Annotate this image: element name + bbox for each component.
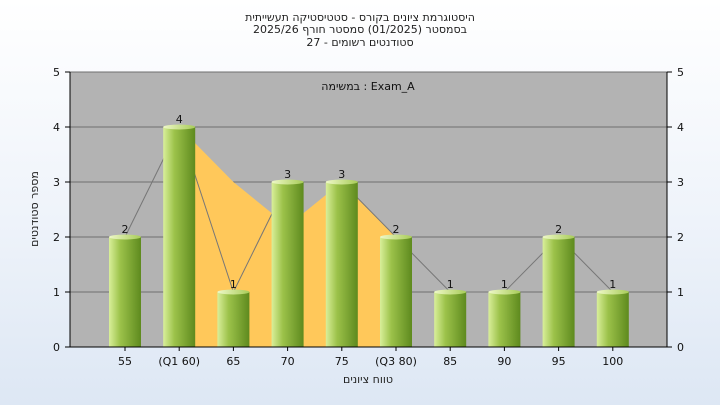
bar-cap-5 <box>325 179 358 185</box>
y-tick-label-left: 0 <box>53 341 60 354</box>
x-axis-label: טווח ציונים <box>343 373 393 386</box>
bar-6 <box>380 237 412 347</box>
bar-4 <box>271 182 304 347</box>
bar-10 <box>596 292 629 347</box>
x-tick-label: 85 <box>443 355 457 368</box>
data-label: 3 <box>338 168 345 181</box>
bar-cap-10 <box>596 289 629 295</box>
y-tick-label-left: 2 <box>53 231 60 244</box>
data-label: 1 <box>609 278 616 291</box>
bar-5 <box>325 182 358 347</box>
x-tick-label: 95 <box>552 355 566 368</box>
bar-cap-1 <box>109 234 141 240</box>
data-label: 2 <box>393 223 400 236</box>
data-labels: 2 4 1 3 3 2 1 1 2 1 <box>122 113 617 291</box>
y-tick-label-left: 5 <box>53 66 60 79</box>
x-tick-label: 100 <box>602 355 623 368</box>
x-tick-label: 55 <box>118 355 132 368</box>
data-label: 3 <box>284 168 291 181</box>
y-tick-label-right: 4 <box>677 121 684 134</box>
bar-8 <box>488 292 521 347</box>
bar-cap-9 <box>542 234 575 240</box>
x-tick-label: 75 <box>335 355 349 368</box>
chart-subtitle-students: סטודנטים רשומים - 27 <box>306 36 414 49</box>
x-tick-label: 70 <box>281 355 295 368</box>
y-tick-label-right: 2 <box>677 231 684 244</box>
x-tick-label: 65 <box>226 355 240 368</box>
bar-cap-8 <box>488 289 521 295</box>
bars <box>109 124 629 347</box>
bar-cap-6 <box>380 234 412 240</box>
y-tick-label-right: 5 <box>677 66 684 79</box>
bar-3 <box>217 292 250 347</box>
y-tick-label-right: 1 <box>677 286 684 299</box>
task-annotation: במשימה : Exam_A <box>321 80 415 93</box>
axes: 0 01 12 23 34 45 555 (Q1 60) 65 70 75 (Q3 80) 85 90 95… <box>53 66 684 368</box>
x-tick-label: 90 <box>497 355 511 368</box>
data-label: 1 <box>230 278 237 291</box>
data-label: 1 <box>501 278 508 291</box>
chart-title: היסטוגרמת ציונים בקורס - סטטיסטיקה תעשיי… <box>245 11 475 24</box>
chart-subtitle-semester: בסמסטר (01/2025) סמסטר חורף 2025/26 <box>253 23 467 36</box>
data-label: 2 <box>555 223 562 236</box>
y-axis-label: מספר סטודנטים <box>28 171 41 247</box>
data-label: 1 <box>447 278 454 291</box>
y-tick-label-left: 1 <box>53 286 60 299</box>
y-tick-label-left: 4 <box>53 121 60 134</box>
data-label: 4 <box>176 113 183 126</box>
bar-9 <box>542 237 575 347</box>
bar-2 <box>163 127 196 347</box>
bar-cap-2 <box>163 124 196 130</box>
bar-7 <box>434 292 467 347</box>
y-tick-label-right: 0 <box>677 341 684 354</box>
y-tick-label-left: 3 <box>53 176 60 189</box>
x-tick-label: (Q3 80) <box>375 355 417 368</box>
bar-cap-4 <box>271 179 304 185</box>
y-tick-label-right: 3 <box>677 176 684 189</box>
bar-1 <box>109 237 141 347</box>
bar-cap-3 <box>217 289 250 295</box>
data-label: 2 <box>122 223 129 236</box>
x-tick-label: (Q1 60) <box>158 355 200 368</box>
bar-cap-7 <box>434 289 467 295</box>
